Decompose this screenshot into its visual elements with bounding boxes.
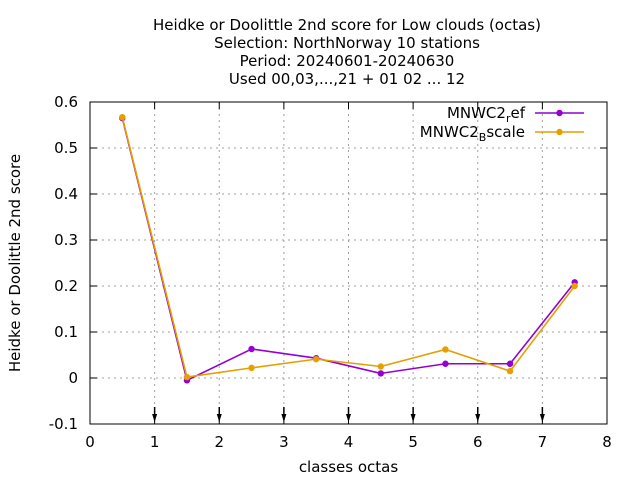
class-marker-arrow-icon: [281, 414, 287, 422]
data-point: [506, 367, 514, 375]
series: [119, 113, 578, 384]
series-line-1: [121, 116, 576, 378]
data-point: [506, 360, 514, 367]
data-point: [571, 282, 578, 290]
data-point: [377, 363, 385, 370]
data-point: [119, 113, 126, 121]
y-tick-label: 0.6: [54, 93, 78, 111]
y-tick-label: 0.4: [54, 185, 78, 203]
y-tick-label: 0.5: [54, 139, 78, 157]
y-axis-label: Heidke or Doolittle 2nd score: [6, 154, 24, 372]
data-point: [377, 370, 385, 377]
x-tick-label: 4: [344, 433, 354, 451]
x-tick-label: 2: [214, 433, 224, 451]
x-tick-label: 7: [538, 433, 548, 451]
x-tick-labels: 0 1 2 3 4 5 6 7 8: [85, 433, 612, 451]
x-tick-label: 8: [602, 433, 612, 451]
class-marker-arrow-icon: [152, 414, 158, 422]
class-marker-arrow-icon: [475, 414, 481, 422]
x-tick-label: 3: [279, 433, 289, 451]
data-point: [442, 346, 449, 353]
y-tick-label: -0.1: [49, 415, 78, 433]
legend-marker: [556, 128, 563, 136]
x-axis-label: classes octas: [299, 458, 399, 476]
data-point: [183, 373, 191, 381]
y-tick-label: 0.1: [54, 323, 78, 341]
data-point: [312, 355, 320, 363]
legend-label: MNWC2Bscale: [420, 123, 525, 144]
legend-marker: [556, 109, 563, 117]
class-marker-arrow-icon: [539, 414, 545, 422]
title-line: Selection: NorthNorway 10 stations: [214, 34, 480, 52]
title-line: Used 00,03,...,21 + 01 02 ... 12: [229, 70, 465, 88]
data-point: [442, 360, 449, 367]
class-marker-arrow-icon: [410, 414, 416, 422]
y-tick-label: 0.3: [54, 231, 78, 249]
data-point: [248, 364, 255, 372]
x-tick-label: 5: [408, 433, 418, 451]
title-line: Heidke or Doolittle 2nd score for Low cl…: [153, 16, 541, 34]
class-marker-arrow-icon: [216, 414, 222, 422]
y-tick-label: 0: [68, 369, 78, 387]
class-marker-arrow-icon: [346, 414, 351, 422]
title-line: Period: 20240601-20240630: [240, 52, 455, 70]
legend-label: MNWC2ref: [447, 104, 526, 125]
y-tick-labels: -0.1 0 0.1 0.2 0.3 0.4 0.5 0.6: [49, 93, 78, 433]
class-markers: [152, 407, 545, 422]
grid: [90, 102, 607, 424]
y-tick-label: 0.2: [54, 277, 78, 295]
chart-title: Heidke or Doolittle 2nd score for Low cl…: [153, 16, 541, 88]
x-tick-label: 1: [150, 433, 160, 451]
data-point: [248, 345, 255, 353]
x-tick-label: 0: [85, 433, 95, 451]
plot-frame: [89, 101, 608, 425]
x-tick-label: 6: [473, 433, 483, 451]
